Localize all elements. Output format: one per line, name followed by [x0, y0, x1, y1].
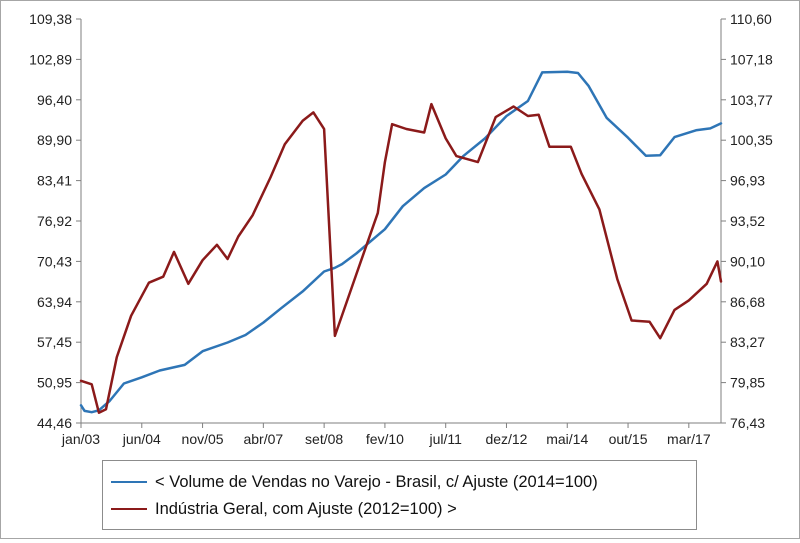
legend-item-industria: Indústria Geral, com Ajuste (2012=100) > — [111, 496, 457, 522]
tick-labels: 44,46 50,95 57,45 63,94 70,43 76,92 83,41 89,90… — [29, 11, 773, 447]
y-right-tick-label: 93,52 — [730, 213, 765, 229]
x-tick-label: jan/03 — [61, 431, 100, 447]
legend-swatch-volume — [111, 481, 147, 483]
y-right-tick-label: 110,60 — [730, 11, 772, 27]
x-tick-label: abr/07 — [243, 431, 283, 447]
x-tick-label: jul/11 — [428, 431, 462, 447]
y-left-tick-label: 102,89 — [29, 51, 72, 67]
legend-label-volume: < Volume de Vendas no Varejo - Brasil, c… — [155, 472, 598, 491]
x-tick-label: out/15 — [609, 431, 648, 447]
y-left-tick-label: 70,43 — [37, 253, 72, 269]
x-tick-label: mar/17 — [667, 431, 711, 447]
legend: < Volume de Vendas no Varejo - Brasil, c… — [102, 460, 697, 530]
series-line-industria-geral — [79, 102, 723, 414]
y-left-tick-label: 44,46 — [37, 415, 72, 431]
x-tick-label: fev/10 — [366, 431, 404, 447]
y-right-tick-label: 90,10 — [730, 253, 765, 269]
axes — [76, 18, 726, 428]
y-right-tick-label: 103,77 — [730, 92, 773, 108]
y-left-tick-label: 83,41 — [37, 173, 72, 189]
y-left-tick-label: 50,95 — [37, 375, 72, 391]
legend-swatch-industria — [111, 508, 147, 510]
series-line-volume-varejo — [79, 70, 723, 414]
legend-item-volume: < Volume de Vendas no Varejo - Brasil, c… — [111, 469, 598, 495]
x-tick-label: nov/05 — [182, 431, 224, 447]
y-left-tick-label: 89,90 — [37, 132, 72, 148]
y-left-tick-label: 63,94 — [37, 294, 72, 310]
x-tick-label: dez/12 — [485, 431, 527, 447]
x-tick-label: jun/04 — [122, 431, 161, 447]
y-right-tick-label: 79,85 — [730, 375, 765, 391]
y-right-tick-label: 96,93 — [730, 173, 765, 189]
y-left-tick-label: 57,45 — [37, 334, 72, 350]
y-right-tick-label: 83,27 — [730, 334, 765, 350]
y-right-tick-label: 76,43 — [730, 415, 765, 431]
y-left-tick-label: 96,40 — [37, 92, 72, 108]
x-tick-label: set/08 — [305, 431, 343, 447]
y-right-tick-label: 100,35 — [730, 132, 773, 148]
y-right-tick-label: 107,18 — [730, 51, 773, 67]
y-left-tick-label: 76,92 — [37, 213, 72, 229]
series-lines — [79, 70, 723, 414]
y-left-tick-label: 109,38 — [29, 11, 72, 27]
y-right-tick-label: 86,68 — [730, 294, 765, 310]
legend-label-industria: Indústria Geral, com Ajuste (2012=100) > — [155, 499, 457, 518]
x-tick-label: mai/14 — [546, 431, 588, 447]
